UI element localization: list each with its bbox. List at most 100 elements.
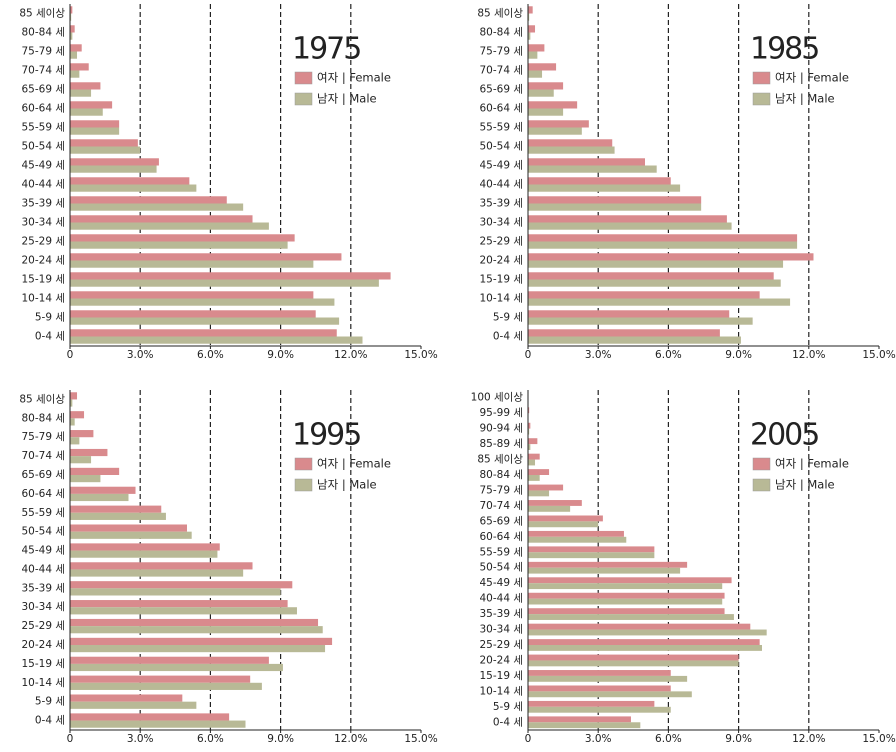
- bar: [528, 505, 571, 512]
- legend-label: 남자 | Male: [775, 478, 835, 492]
- y-tick-label: 90-94 세: [479, 423, 523, 435]
- bar: [70, 505, 162, 513]
- x-tick-label: 9.0%: [725, 349, 752, 361]
- bar: [528, 108, 564, 116]
- bar: [70, 127, 120, 135]
- y-tick-label: 45-49 세: [479, 577, 523, 589]
- bar: [70, 291, 314, 299]
- bar: [70, 411, 85, 419]
- bar: [70, 120, 120, 128]
- x-tick-label: 6.0%: [655, 349, 682, 361]
- bar: [528, 598, 723, 605]
- y-tick-label: 25-29 세: [21, 620, 65, 632]
- bar: [528, 146, 615, 154]
- bar: [70, 184, 197, 192]
- y-tick-label: 80-84 세: [21, 27, 65, 39]
- bar: [528, 329, 720, 337]
- y-tick-label: 85 세이상: [477, 454, 523, 466]
- bar: [70, 51, 78, 59]
- legend-swatch: [752, 457, 771, 471]
- bar: [528, 13, 530, 21]
- y-tick-label: 85 세이상: [19, 393, 65, 405]
- bar: [528, 567, 681, 574]
- bar: [528, 608, 725, 615]
- x-tick-label: 12.0%: [334, 733, 367, 745]
- bar: [70, 467, 120, 475]
- y-tick-label: 55-59 세: [479, 546, 523, 558]
- x-tick-label: 3.0%: [127, 733, 154, 745]
- bar: [70, 82, 101, 90]
- bar: [528, 592, 725, 599]
- legend-swatch: [294, 71, 313, 85]
- bar: [528, 444, 531, 450]
- bar: [528, 536, 627, 543]
- x-tick-label: 15.0%: [862, 733, 895, 745]
- y-tick-label: 65-69 세: [21, 84, 65, 96]
- x-tick-label: 15.0%: [404, 733, 437, 745]
- y-tick-label: 30-34 세: [21, 601, 65, 613]
- bar: [528, 25, 536, 33]
- y-tick-label: 35-39 세: [21, 198, 65, 210]
- x-tick-label: 0: [525, 349, 532, 361]
- y-tick-label: 60-64 세: [479, 103, 523, 115]
- x-tick-label: 6.0%: [197, 349, 224, 361]
- y-tick-label: 30-34 세: [479, 217, 523, 229]
- bar: [70, 456, 92, 464]
- x-tick-label: 15.0%: [404, 349, 437, 361]
- y-tick-label: 25-29 세: [479, 236, 523, 248]
- bar: [528, 70, 543, 78]
- bar: [70, 713, 230, 721]
- bar: [70, 543, 220, 551]
- bar: [528, 158, 645, 166]
- x-tick-label: 3.0%: [585, 349, 612, 361]
- y-tick-label: 70-74 세: [21, 65, 65, 77]
- y-tick-label: 20-24 세: [21, 639, 65, 651]
- x-tick-label: 0: [525, 733, 532, 745]
- bar: [528, 310, 730, 318]
- y-tick-label: 0-4 세: [493, 331, 523, 343]
- x-tick-label: 3.0%: [127, 349, 154, 361]
- bar: [528, 623, 751, 630]
- y-tick-label: 25-29 세: [479, 639, 523, 651]
- bar: [528, 530, 624, 537]
- bar: [528, 336, 741, 344]
- bar: [70, 694, 183, 702]
- legend-label: 남자 | Male: [317, 92, 377, 106]
- bar: [70, 720, 246, 728]
- bar: [70, 165, 157, 173]
- bar: [528, 521, 599, 528]
- bar: [528, 583, 723, 590]
- bar: [70, 618, 319, 627]
- bar: [528, 428, 530, 435]
- bar: [70, 253, 342, 261]
- bar: [528, 722, 641, 729]
- bar: [528, 82, 564, 90]
- bar: [70, 310, 316, 318]
- y-tick-label: 15-19 세: [21, 274, 65, 286]
- bar: [528, 639, 760, 645]
- bar: [70, 656, 269, 664]
- y-tick-label: 60-64 세: [21, 103, 65, 115]
- bar: [70, 196, 227, 204]
- bar: [528, 675, 688, 682]
- bar: [70, 70, 80, 78]
- y-tick-label: 35-39 세: [21, 582, 65, 594]
- bar: [528, 177, 671, 185]
- y-tick-label: 10-14 세: [21, 293, 65, 305]
- x-tick-label: 12.0%: [334, 349, 367, 361]
- bar: [528, 546, 655, 553]
- bar: [528, 629, 767, 636]
- bar: [70, 645, 326, 653]
- bar: [70, 512, 166, 520]
- bar: [70, 317, 340, 325]
- chart-title: 1975: [292, 32, 360, 67]
- x-tick-label: 15.0%: [862, 349, 895, 361]
- y-tick-label: 20-24 세: [479, 255, 523, 267]
- x-tick-label: 0: [67, 733, 74, 745]
- y-tick-label: 30-34 세: [21, 217, 65, 229]
- bar: [528, 101, 578, 109]
- bar: [70, 607, 297, 615]
- bar: [528, 459, 536, 466]
- x-tick-label: 6.0%: [197, 733, 224, 745]
- bar: [70, 663, 283, 672]
